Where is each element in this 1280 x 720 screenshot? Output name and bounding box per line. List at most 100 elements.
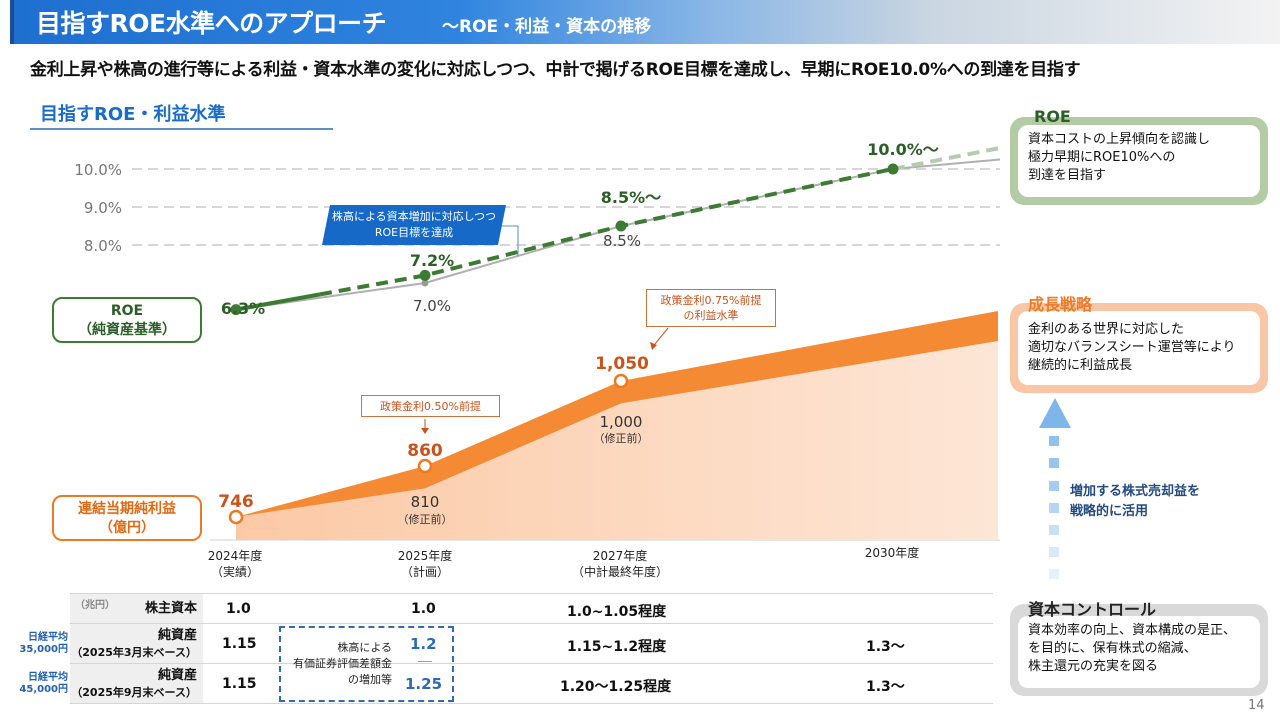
row-head-sub: （2025年9月末ベース） <box>71 686 197 699</box>
table-cell: 1.3～ <box>866 639 905 655</box>
roe-target-line <box>319 167 894 297</box>
nikkei-line2: 45,000円 <box>19 684 68 695</box>
note-line2: 有価証券評価差額金 <box>293 657 392 670</box>
profit-point <box>613 373 629 389</box>
growth-panel-title: 成長戦略 <box>1028 295 1093 314</box>
arrow-caption-line2: 戦略的に活用 <box>1070 504 1149 519</box>
section-title: 目指すROE・利益水準 <box>40 104 226 125</box>
rate-075-line2: の利益水準 <box>683 309 739 322</box>
callout-arrow-075 <box>654 327 669 345</box>
table-cell: 1.20～1.25程度 <box>560 679 672 695</box>
roe-panel-line: 極力早期にROE10%への <box>1028 150 1176 165</box>
x-tick-2030-line1: 2030年度 <box>864 546 920 560</box>
y-tick-label: 9.0% <box>84 199 122 217</box>
value-separator <box>418 661 432 662</box>
capital-increase-callout: 株高による資本増加に対応しつつ ROE目標を達成 <box>322 205 506 245</box>
profit-point <box>228 509 244 525</box>
table-row-head: 株主資本 <box>145 600 197 617</box>
nikkei-assumption: 日経平均 35,000円 <box>0 632 68 656</box>
roe-label-line1: ROE <box>110 303 144 319</box>
growth-panel-body: 金利のある世界に対応した 適切なバランスシート運営等により 継続的に利益成長 <box>1018 311 1260 385</box>
roe-panel: 資本コストの上昇傾向を認識し 極力早期にROE10%への 到達を目指す <box>1010 117 1268 205</box>
x-tick-2024-line1: 2024年度 <box>207 549 263 563</box>
x-tick-2027-line1: 2027年度 <box>592 549 648 563</box>
lead-message: 金利上昇や株高の進行等による利益・資本水準の変化に対応しつつ、中計で掲げるROE… <box>30 60 1081 80</box>
roe-panel-line: 資本コストの上昇傾向を認識し <box>1028 132 1211 147</box>
x-tick-2024: 2024年度 （実績） <box>195 548 275 580</box>
arrow-caption: 増加する株式売却益を 戦略的に活用 <box>1070 482 1200 522</box>
roe-panel-line: 到達を目指す <box>1028 168 1107 183</box>
roe-panel-title: ROE <box>1034 107 1071 126</box>
profit-before-sublabel: （修正前） <box>398 512 453 526</box>
table-rule <box>70 703 993 704</box>
table-rule <box>70 623 993 624</box>
table-cell: 1.0 <box>226 601 251 617</box>
profit-data-label: 860 <box>407 441 443 461</box>
table-rule <box>70 663 993 664</box>
table-row-head: 純資産 （2025年9月末ベース） <box>71 667 197 701</box>
profit-before-label: 1,000 <box>600 413 643 431</box>
net-assets-2025-45k: 1.25 <box>405 675 443 693</box>
capital-panel-line: 株主還元の充実を図る <box>1028 659 1159 674</box>
table-cell: 1.0~1.05程度 <box>567 604 667 620</box>
capital-panel: 資本効率の向上、資本構成の是正、 を目的に、保有株式の縮減、 株主還元の充実を図… <box>1010 604 1268 696</box>
arrow-head-icon <box>650 342 657 350</box>
profit-area-before-revision <box>236 341 998 540</box>
arrow-dash <box>1049 547 1059 557</box>
table-row-head: 純資産 （2025年3月末ベース） <box>71 627 197 661</box>
arrow-caption-line1: 増加する株式売却益を <box>1070 484 1201 499</box>
arrow-head-icon <box>421 428 429 434</box>
arrow-dash <box>1049 525 1059 535</box>
row-head-text: 純資産 <box>157 628 197 643</box>
nikkei-line1: 日経平均 <box>28 672 68 683</box>
roe-data-label: 6.3% <box>221 299 265 318</box>
row-head-text: 株主資本 <box>144 601 197 616</box>
note-line3: の増加等 <box>348 673 392 686</box>
arrow-dash <box>1049 503 1059 513</box>
table-cell: 1.15 <box>222 636 257 652</box>
table-header-column <box>70 593 203 703</box>
profit-point <box>417 458 433 474</box>
capital-panel-line: 資本効率の向上、資本構成の是正、 <box>1028 623 1237 638</box>
y-tick-label: 8.0% <box>84 237 122 255</box>
table-cell: 1.3～ <box>866 679 905 695</box>
roe-data-label: 10.0%～ <box>867 140 939 159</box>
nikkei-assumption: 日経平均 45,000円 <box>0 672 68 696</box>
arrow-dash <box>1049 569 1059 579</box>
arrow-dash <box>1049 458 1059 468</box>
header-bar: 目指すROE水準へのアプローチ ～ROE・利益・資本の推移 <box>10 0 1280 44</box>
y-tick-label: 10.0% <box>74 161 122 179</box>
table-cell: 1.15 <box>222 676 257 692</box>
profit-label-line1: 連結当期純利益 <box>78 501 176 517</box>
x-tick-2025-line1: 2025年度 <box>397 549 453 563</box>
x-tick-2027: 2027年度 （中計最終年度） <box>565 548 675 580</box>
capital-panel-body: 資本効率の向上、資本構成の是正、 を目的に、保有株式の縮減、 株主還元の充実を図… <box>1018 616 1260 688</box>
growth-panel-line: 適切なバランスシート運営等により <box>1028 340 1236 355</box>
row-head-text: 純資産 <box>157 668 197 683</box>
capital-panel-line: を目的に、保有株式の縮減、 <box>1028 641 1197 656</box>
roe-profit-chart: 8.0% 9.0% 10.0% 6.3% 7.2% 8.5%～ 10.0%～ 7.0% 8.5… <box>74 140 1000 541</box>
profit-data-label: 1,050 <box>595 354 649 374</box>
roe-point <box>615 220 627 232</box>
profit-data-label: 746 <box>218 492 254 512</box>
section-underline <box>30 128 333 130</box>
up-arrow-icon <box>1039 398 1071 428</box>
roe-panel-body: 資本コストの上昇傾向を認識し 極力早期にROE10%への 到達を目指す <box>1018 125 1260 197</box>
row-head-sub: （2025年3月末ベース） <box>71 646 197 659</box>
roe-before-label: 7.0% <box>413 297 451 315</box>
profit-label-line2: （億円） <box>99 520 155 536</box>
table-cell: 1.0 <box>411 601 436 617</box>
arrow-dash <box>1049 436 1059 446</box>
roe-series-label: ROE （純資産基準） <box>52 297 202 343</box>
callout-connector <box>500 225 519 256</box>
roe-data-label: 7.2% <box>410 251 454 270</box>
roe-actual-segment <box>235 292 321 312</box>
x-tick-2025-line2: （計画） <box>400 565 449 579</box>
table-unit: （兆円） <box>75 600 115 611</box>
table-cell: 1.15~1.2程度 <box>567 639 667 655</box>
profit-before-sublabel: （修正前） <box>594 431 649 445</box>
growth-panel-line: 継続的に利益成長 <box>1028 358 1133 373</box>
roe-before-revision-point <box>421 279 429 287</box>
table-rule <box>70 593 993 594</box>
roe-point <box>419 269 431 281</box>
